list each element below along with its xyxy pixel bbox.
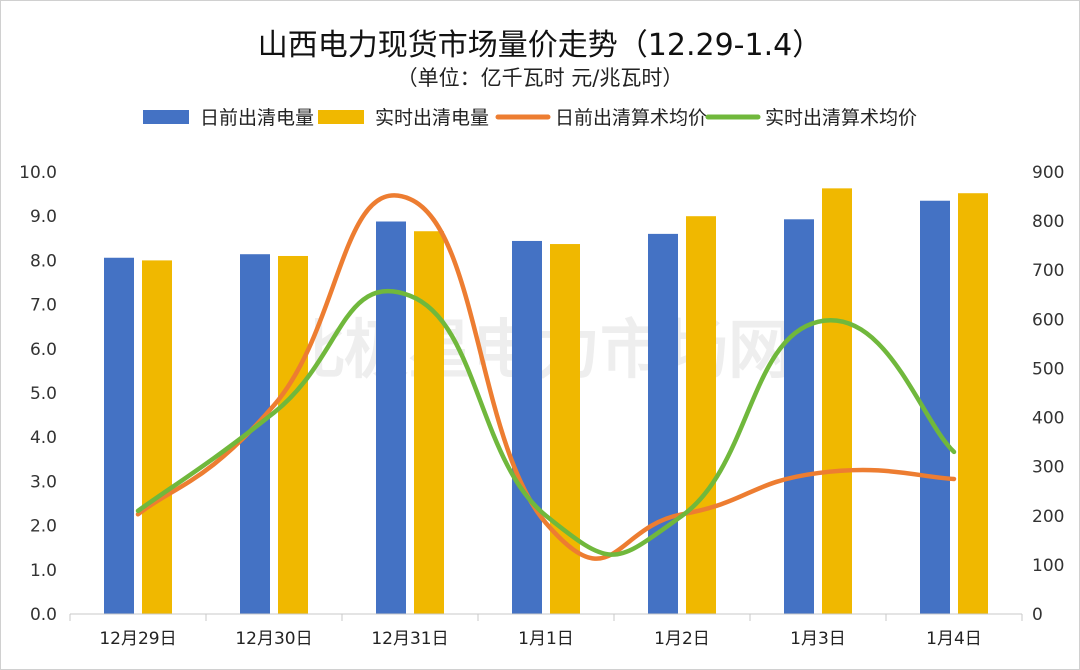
x-tick-label: 1月1日: [518, 629, 574, 649]
bar-day-ahead-volume: [784, 219, 814, 614]
bar-real-time-volume: [278, 255, 308, 615]
y-left-tick-label: 8.0: [30, 251, 57, 271]
bar-day-ahead-volume: [648, 233, 678, 614]
legend-swatch: [318, 110, 364, 124]
bar-day-ahead-volume: [376, 221, 406, 614]
y-right-tick-label: 600: [1032, 310, 1064, 330]
y-left-tick-label: 1.0: [30, 561, 57, 581]
bar-real-time-volume: [958, 193, 988, 614]
line-real-time-price: [135, 288, 957, 557]
chart-title: 山西电力现货市场量价走势（12.29-1.4）: [258, 28, 822, 63]
x-tick-label: 1月4日: [926, 629, 982, 649]
y-right-tick-label: 500: [1032, 359, 1064, 379]
line-day-ahead-price: [135, 193, 957, 561]
lines-layer: [135, 193, 957, 561]
x-tick-label: 1月3日: [790, 629, 846, 649]
y-right-tick-label: 100: [1032, 556, 1064, 576]
x-tick-label: 12月30日: [235, 629, 312, 649]
bar-day-ahead-volume: [512, 240, 542, 614]
y-right-tick-label: 200: [1032, 507, 1064, 527]
legend-label: 日前出清电量: [200, 107, 314, 129]
x-tick-label: 12月31日: [371, 629, 448, 649]
y-left-tick-label: 10.0: [19, 163, 57, 183]
y-left-tick-label: 5.0: [30, 384, 57, 404]
x-tick-label: 1月2日: [654, 629, 710, 649]
bar-day-ahead-volume: [104, 257, 134, 614]
y-right-tick-label: 900: [1032, 163, 1064, 183]
y-right-tick-label: 300: [1032, 458, 1064, 478]
y-left-tick-label: 4.0: [30, 428, 57, 448]
x-tick-label: 12月29日: [99, 629, 176, 649]
legend-label: 实时出清电量: [375, 107, 489, 129]
y-right-tick-label: 800: [1032, 212, 1064, 232]
legend: 日前出清电量 实时出清电量 日前出清算术均价 实时出清算术均价: [143, 107, 917, 129]
legend-label: 日前出清算术均价: [555, 107, 707, 129]
y-right-tick-label: 400: [1032, 409, 1064, 429]
y-left-tick-label: 7.0: [30, 296, 57, 316]
y-left-tick-label: 3.0: [30, 472, 57, 492]
y-left-tick-label: 0.0: [30, 605, 57, 625]
chart-subtitle: （单位：亿千瓦时 元/兆瓦时）: [397, 66, 684, 90]
y-left-tick-label: 9.0: [30, 207, 57, 227]
bar-real-time-volume: [142, 260, 172, 614]
axes-layer: 0.0 1.0 2.0 3.0 4.0 5.0 6.0 7.0 8.0 9.0 10.0 0 100 20…: [19, 163, 1064, 649]
bar-real-time-volume: [550, 244, 580, 614]
bar-real-time-volume: [414, 231, 444, 614]
y-right-tick-label: 700: [1032, 261, 1064, 281]
y-left-tick-label: 6.0: [30, 340, 57, 360]
y-right-tick-label: 0: [1032, 605, 1043, 625]
y-left-tick-label: 2.0: [30, 517, 57, 537]
legend-label: 实时出清算术均价: [765, 107, 917, 129]
bar-real-time-volume: [686, 216, 716, 614]
legend-swatch: [143, 110, 189, 124]
bar-real-time-volume: [822, 188, 852, 614]
